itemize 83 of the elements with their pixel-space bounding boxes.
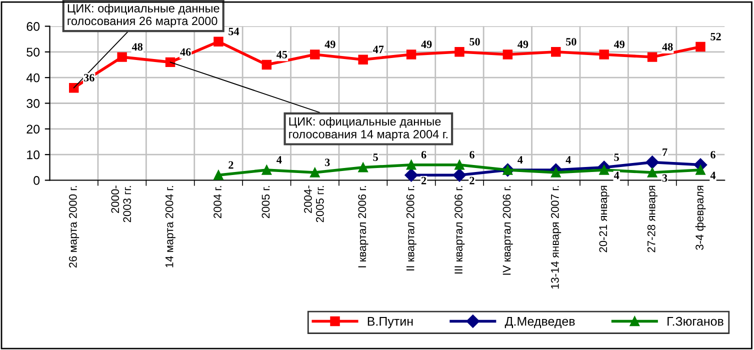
data-label: 3 [325,158,330,166]
data-label: 47 [372,46,384,54]
data-label: 48 [132,43,143,51]
x-tick-label: II квартал 2006 г. [406,186,416,270]
data-label: 45 [276,50,288,58]
point [551,168,561,178]
legend-label: Д.Медведев [504,317,575,328]
point [647,168,658,178]
point [452,168,466,182]
data-label: 3 [662,174,668,182]
data-label: 6 [421,150,426,158]
legend-label: В.Путин [368,317,413,328]
point [310,168,320,178]
point [454,47,464,57]
data-label: 4 [614,172,620,180]
x-tick-label: 2004 г. [214,186,222,218]
point [599,165,609,175]
data-label: 49 [614,40,625,48]
point [551,47,561,57]
y-tick-label: 20 [26,124,40,134]
x-tick-label: 2004- 2005 гг. [304,186,324,222]
data-label: 49 [518,40,528,48]
point [262,60,272,70]
data-label: 36 [84,74,94,82]
data-label: 5 [614,154,619,161]
x-tick-label: 2000- 2003 гг. [111,186,132,222]
data-label: 54 [228,28,240,36]
data-label: 50 [470,38,480,46]
point [165,57,176,68]
data-label: 4 [276,156,282,164]
x-tick-label: I квартал 2006 г. [358,186,368,268]
point [404,168,418,182]
data-label: 6 [710,150,716,158]
x-tick-label: 2005 г. [262,186,270,218]
x-tick-label: IV квартал 2006 г. [502,186,513,275]
point [358,162,368,172]
data-label: 46 [180,48,191,56]
data-label: 4 [566,156,571,164]
data-label: 4 [518,156,523,164]
point [454,160,464,170]
point [696,165,706,175]
data-label: 2 [421,176,426,184]
y-tick-label: 50 [26,48,40,57]
data-label: 6 [470,150,474,158]
point [406,160,416,170]
point [646,156,659,169]
legend-label: Г.Зюганов [668,316,724,326]
data-label: 2 [470,176,474,184]
point [214,36,224,47]
point [358,54,368,64]
x-tick-label: 26 марта 2000 г. [68,186,80,268]
x-tick-label: 27-28 января [647,186,658,252]
point [647,52,658,62]
y-tick-label: 30 [26,99,40,108]
data-label: 50 [566,38,576,46]
x-tick-label: III квартал 2006 г. [454,186,465,274]
point [69,82,79,93]
data-label: 48 [662,43,673,51]
point [214,170,224,180]
data-label: 49 [421,40,432,48]
x-tick-label: 14 марта 2004 г. [165,186,176,268]
point [502,50,513,60]
point [262,165,272,175]
point [696,42,706,52]
point [599,50,609,60]
y-tick-label: 60 [26,22,40,31]
data-label: 4 [710,172,716,180]
data-label: 2 [228,161,234,169]
data-label: 7 [662,148,668,156]
annotation: ЦИК: официальные данные голосования 26 марта 2000 [68,4,220,28]
point [310,50,320,60]
point [117,52,127,62]
y-tick-label: 0 [34,176,40,185]
data-label: 5 [373,154,378,161]
x-tick-label: 13-14 января 2007 г. [551,186,562,289]
annotation: ЦИК: официальные данные голосования 14 марта 2004 г. [289,116,448,141]
x-tick-label: 3-4 февраля [695,186,706,250]
data-label: 52 [710,32,721,40]
y-tick-label: 10 [27,150,40,160]
point [406,50,416,60]
y-tick-label: 40 [26,73,40,82]
data-label: 49 [324,40,336,48]
x-tick-label: 20-21 января [599,186,610,252]
